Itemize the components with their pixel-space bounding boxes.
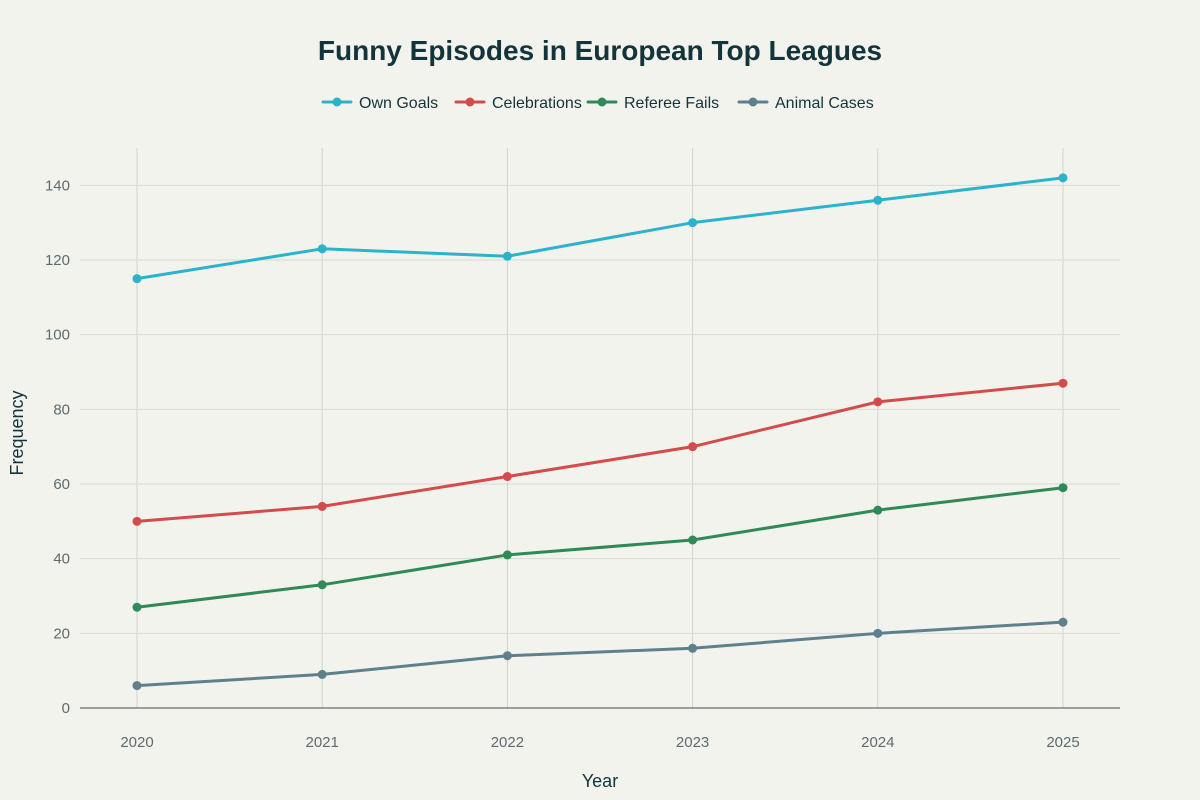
data-point-own-goals-2023[interactable] xyxy=(688,218,698,228)
x-axis-ticks: 2020 2021 2022 2023 2024 2025 xyxy=(120,734,1079,751)
data-point-own-goals-2025[interactable] xyxy=(1058,173,1068,183)
y-tick-label-100: 100 xyxy=(45,327,70,344)
data-point-celebrations-2025[interactable] xyxy=(1058,378,1068,388)
data-point-animal-cases-2023[interactable] xyxy=(688,643,698,653)
data-point-referee-fails-2025[interactable] xyxy=(1058,483,1068,493)
y-axis-ticks: 0 20 40 60 80 100 120 140 xyxy=(45,177,70,717)
x-axis-label: Year xyxy=(582,771,618,791)
legend-label-animal-cases: Animal Cases xyxy=(775,95,874,112)
data-point-animal-cases-2020[interactable] xyxy=(132,681,142,691)
data-point-animal-cases-2021[interactable] xyxy=(317,669,327,679)
legend: Own Goals Celebrations Referee Fails Animal… xyxy=(321,95,874,112)
data-point-animal-cases-2025[interactable] xyxy=(1058,617,1068,627)
y-axis-label: Frequency xyxy=(7,390,27,475)
chart-title: Funny Episodes in European Top Leagues xyxy=(318,35,882,66)
data-point-own-goals-2022[interactable] xyxy=(502,251,512,261)
data-point-referee-fails-2023[interactable] xyxy=(688,535,698,545)
legend-item-animal-cases[interactable]: Animal Cases xyxy=(737,95,874,112)
legend-label-celebrations: Celebrations xyxy=(492,95,582,112)
series-line-referee-fails xyxy=(135,486,1065,609)
legend-marker-animal-cases xyxy=(748,97,758,107)
legend-marker-celebrations xyxy=(465,97,475,107)
x-tick-label-2021: 2021 xyxy=(306,734,339,751)
data-point-referee-fails-2024[interactable] xyxy=(873,505,883,515)
y-tick-label-140: 140 xyxy=(45,177,70,194)
series-line-celebrations xyxy=(135,381,1065,523)
y-tick-label-0: 0 xyxy=(62,700,70,717)
plot-area xyxy=(80,148,1120,709)
series-layer xyxy=(132,173,1068,691)
legend-label-referee-fails: Referee Fails xyxy=(624,95,719,112)
x-tick-label-2020: 2020 xyxy=(120,734,153,751)
series-celebrations xyxy=(132,378,1068,526)
legend-label-own-goals: Own Goals xyxy=(359,95,438,112)
data-point-celebrations-2022[interactable] xyxy=(502,472,512,482)
y-tick-label-20: 20 xyxy=(53,625,70,642)
y-tick-label-80: 80 xyxy=(53,401,70,418)
data-point-celebrations-2020[interactable] xyxy=(132,516,142,526)
x-tick-label-2023: 2023 xyxy=(676,734,709,751)
legend-item-own-goals[interactable]: Own Goals xyxy=(321,95,438,112)
data-point-animal-cases-2022[interactable] xyxy=(502,651,512,661)
series-own-goals xyxy=(132,173,1068,284)
data-point-celebrations-2023[interactable] xyxy=(688,442,698,452)
data-point-own-goals-2024[interactable] xyxy=(873,195,883,205)
data-point-own-goals-2021[interactable] xyxy=(317,244,327,254)
series-line-animal-cases xyxy=(135,620,1065,688)
data-point-celebrations-2021[interactable] xyxy=(317,501,327,511)
data-point-celebrations-2024[interactable] xyxy=(873,397,883,407)
data-point-animal-cases-2024[interactable] xyxy=(873,628,883,638)
vertical-gridlines xyxy=(136,148,1064,708)
series-animal-cases xyxy=(132,617,1068,691)
legend-item-celebrations[interactable]: Celebrations xyxy=(454,95,582,112)
legend-marker-referee-fails xyxy=(597,97,607,107)
data-point-referee-fails-2020[interactable] xyxy=(132,602,142,612)
series-line-own-goals xyxy=(135,176,1065,281)
data-point-referee-fails-2021[interactable] xyxy=(317,580,327,590)
legend-item-referee-fails[interactable]: Referee Fails xyxy=(586,95,719,112)
data-point-own-goals-2020[interactable] xyxy=(132,274,142,284)
horizontal-gridlines xyxy=(80,184,1120,634)
x-tick-label-2022: 2022 xyxy=(491,734,524,751)
series-referee-fails xyxy=(132,483,1068,612)
y-tick-label-40: 40 xyxy=(53,551,70,568)
legend-marker-own-goals xyxy=(332,97,342,107)
x-tick-label-2024: 2024 xyxy=(861,734,894,751)
y-tick-label-60: 60 xyxy=(53,476,70,493)
data-point-referee-fails-2022[interactable] xyxy=(502,550,512,560)
x-tick-label-2025: 2025 xyxy=(1046,734,1079,751)
y-tick-label-120: 120 xyxy=(45,252,70,269)
